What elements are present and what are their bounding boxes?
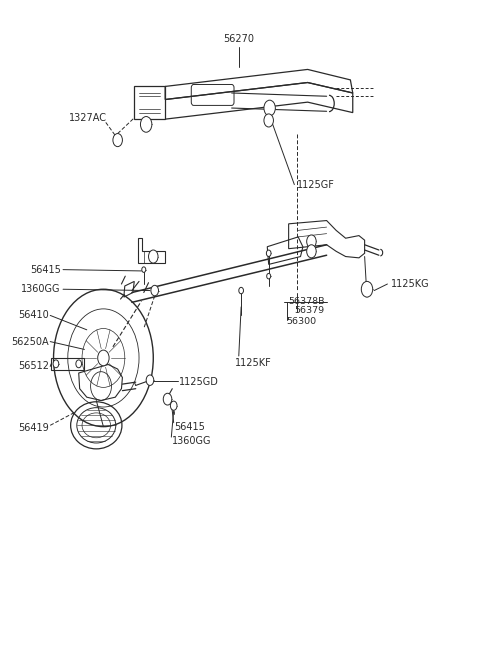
Circle shape xyxy=(307,235,316,248)
Text: 1360GG: 1360GG xyxy=(172,436,212,446)
Circle shape xyxy=(264,100,276,116)
Text: 56410: 56410 xyxy=(18,310,49,321)
Circle shape xyxy=(151,285,158,296)
Circle shape xyxy=(146,375,154,386)
Circle shape xyxy=(98,350,109,366)
Circle shape xyxy=(264,114,274,127)
Text: 1125GD: 1125GD xyxy=(180,377,219,387)
Text: 56512: 56512 xyxy=(18,361,49,371)
Circle shape xyxy=(239,287,243,294)
Text: 56250A: 56250A xyxy=(11,336,49,347)
Text: 56415: 56415 xyxy=(175,422,205,432)
Circle shape xyxy=(142,267,146,273)
Text: 1125KG: 1125KG xyxy=(391,279,430,289)
Text: 1125KF: 1125KF xyxy=(236,357,272,367)
Text: 56415: 56415 xyxy=(30,265,60,275)
Circle shape xyxy=(163,394,172,405)
Text: 56378B: 56378B xyxy=(288,296,325,306)
Text: 1327AC: 1327AC xyxy=(69,114,107,124)
Circle shape xyxy=(170,401,177,410)
Text: 56300: 56300 xyxy=(286,317,316,327)
Text: 56270: 56270 xyxy=(223,34,254,44)
Text: 1125GF: 1125GF xyxy=(297,179,335,190)
Circle shape xyxy=(361,281,372,297)
Circle shape xyxy=(307,245,316,258)
Text: 1360GG: 1360GG xyxy=(21,284,60,294)
Text: 56379: 56379 xyxy=(294,306,324,315)
Circle shape xyxy=(148,250,158,263)
Circle shape xyxy=(53,360,59,368)
Circle shape xyxy=(76,360,82,368)
Circle shape xyxy=(113,133,122,147)
Circle shape xyxy=(141,116,152,132)
Text: 56419: 56419 xyxy=(18,423,49,433)
Circle shape xyxy=(266,250,271,256)
Circle shape xyxy=(267,273,271,279)
